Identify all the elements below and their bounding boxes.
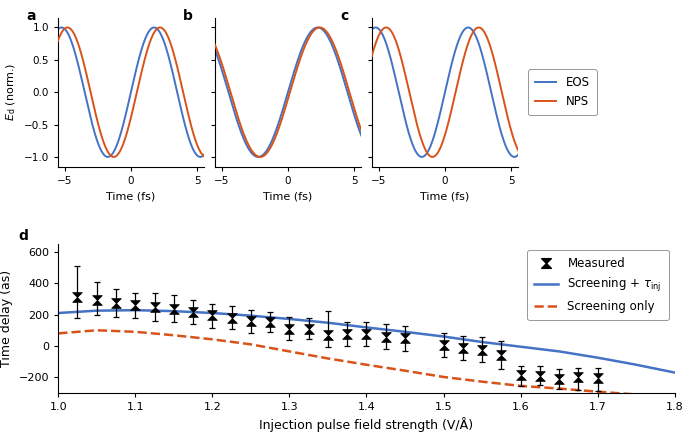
- X-axis label: Time (fs): Time (fs): [263, 191, 312, 201]
- Legend: EOS, NPS: EOS, NPS: [528, 69, 597, 115]
- Text: a: a: [26, 9, 36, 23]
- Text: c: c: [340, 9, 349, 23]
- Text: b: b: [184, 9, 193, 23]
- X-axis label: Time (fs): Time (fs): [421, 191, 470, 201]
- X-axis label: Time (fs): Time (fs): [106, 191, 155, 201]
- Y-axis label: Time delay (as): Time delay (as): [0, 270, 13, 367]
- X-axis label: Injection pulse field strength (V/Å): Injection pulse field strength (V/Å): [260, 417, 473, 432]
- Legend: Measured, Screening + $\tau_\mathrm{inj}$, Screening only: Measured, Screening + $\tau_\mathrm{inj}…: [527, 250, 669, 320]
- Text: d: d: [18, 229, 28, 243]
- Y-axis label: $E_\mathrm{d}$ (norm.): $E_\mathrm{d}$ (norm.): [5, 63, 18, 121]
